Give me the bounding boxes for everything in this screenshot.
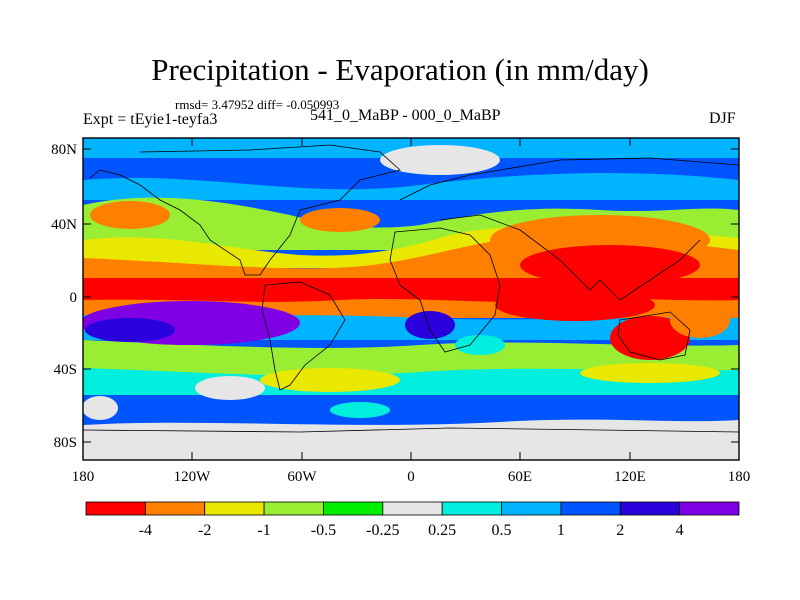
colorbar-label: -1 (257, 522, 270, 539)
lon-label: 180 (728, 469, 751, 485)
lon-label: 120E (614, 469, 646, 485)
colorbar-box (382, 501, 443, 516)
indian-ocean-red (495, 289, 655, 321)
lat-label: 80S (54, 435, 77, 451)
far-west-grey (83, 396, 118, 420)
colorbar-box (85, 501, 146, 516)
lon-label: 0 (407, 469, 415, 485)
south-america-coast (261, 281, 346, 391)
lat-label: 0 (70, 290, 78, 306)
colorbar-label: 1 (557, 522, 565, 539)
antarctica-coast (82, 427, 740, 433)
season-label: DJF (709, 110, 736, 127)
colorbar-label: -4 (139, 522, 152, 539)
africa-coast (389, 227, 501, 353)
atlantic-yellow-patch (260, 368, 400, 392)
lat-label: 80N (51, 142, 77, 158)
rmsd-stats: rmsd= 3.47952 diff= -0.050993 (175, 97, 340, 112)
lon-label: 120W (174, 469, 212, 485)
lon-label: 60W (287, 469, 317, 485)
asia-red (520, 245, 700, 285)
lon-tick-marks (191, 138, 631, 460)
north-america-coast (89, 144, 401, 276)
pacific-purple-edge (85, 318, 175, 342)
west-pacific-orange (670, 302, 730, 338)
colorbar-box (441, 501, 502, 516)
africa-blue-spot (405, 311, 455, 339)
coastlines (82, 144, 740, 433)
atlantic-subtropic-orange (300, 208, 380, 232)
colorbar-box (204, 501, 265, 516)
colorbar (85, 501, 740, 516)
colorbar-box (144, 501, 206, 516)
lat-tick-marks (83, 148, 739, 443)
colorbar-labels: -4 -2 -1 -0.5 -0.25 0.25 0.5 1 2 4 (139, 522, 684, 539)
colorbar-label: 0.5 (492, 522, 512, 539)
colorbar-label: -2 (198, 522, 211, 539)
australia-coast (617, 311, 691, 361)
lat-tick-labels: 80N 40N 0 40S 80S (51, 142, 77, 451)
nh-midlat-band (83, 173, 739, 200)
lat-label: 40S (54, 362, 77, 378)
lon-tick-labels: 180 120W 60W 0 60E 120E 180 (72, 469, 751, 485)
pacific-subtropic-orange (90, 201, 170, 229)
sh-yellow-patch (580, 363, 720, 383)
sh-subtropic-green (83, 340, 739, 375)
colorbar-label: 0.25 (428, 522, 456, 539)
lat-label: 40N (51, 217, 77, 233)
colorbar-box (619, 501, 681, 516)
comparison-label: 541_0_MaBP - 000_0_MaBP (310, 107, 501, 124)
colorbar-box (263, 501, 324, 516)
australia-red (610, 316, 690, 360)
lon-label: 60E (508, 469, 532, 485)
south-pacific-grey (195, 376, 265, 400)
map-title: Precipitation - Evaporation (in mm/day) (151, 52, 649, 87)
colorbar-label: -0.5 (311, 522, 336, 539)
lon-label: 180 (72, 469, 95, 485)
eurasia-coast (399, 157, 740, 301)
colorbar-box (679, 501, 740, 516)
south-atlantic-cyan (330, 402, 390, 418)
southern-ocean-band (83, 395, 739, 425)
colorbar-label: 4 (676, 522, 684, 539)
colorbar-label: 2 (616, 522, 624, 539)
colorbar-label: -0.25 (366, 522, 399, 539)
colorbar-box (560, 501, 621, 516)
colorbar-box (323, 501, 384, 516)
precip-field (83, 138, 739, 460)
africa-cyan-spot (455, 335, 505, 355)
colorbar-box (501, 501, 562, 516)
arctic-grey-patch (380, 145, 500, 175)
experiment-label: Expt = tEyie1-teyfa3 (83, 111, 218, 128)
